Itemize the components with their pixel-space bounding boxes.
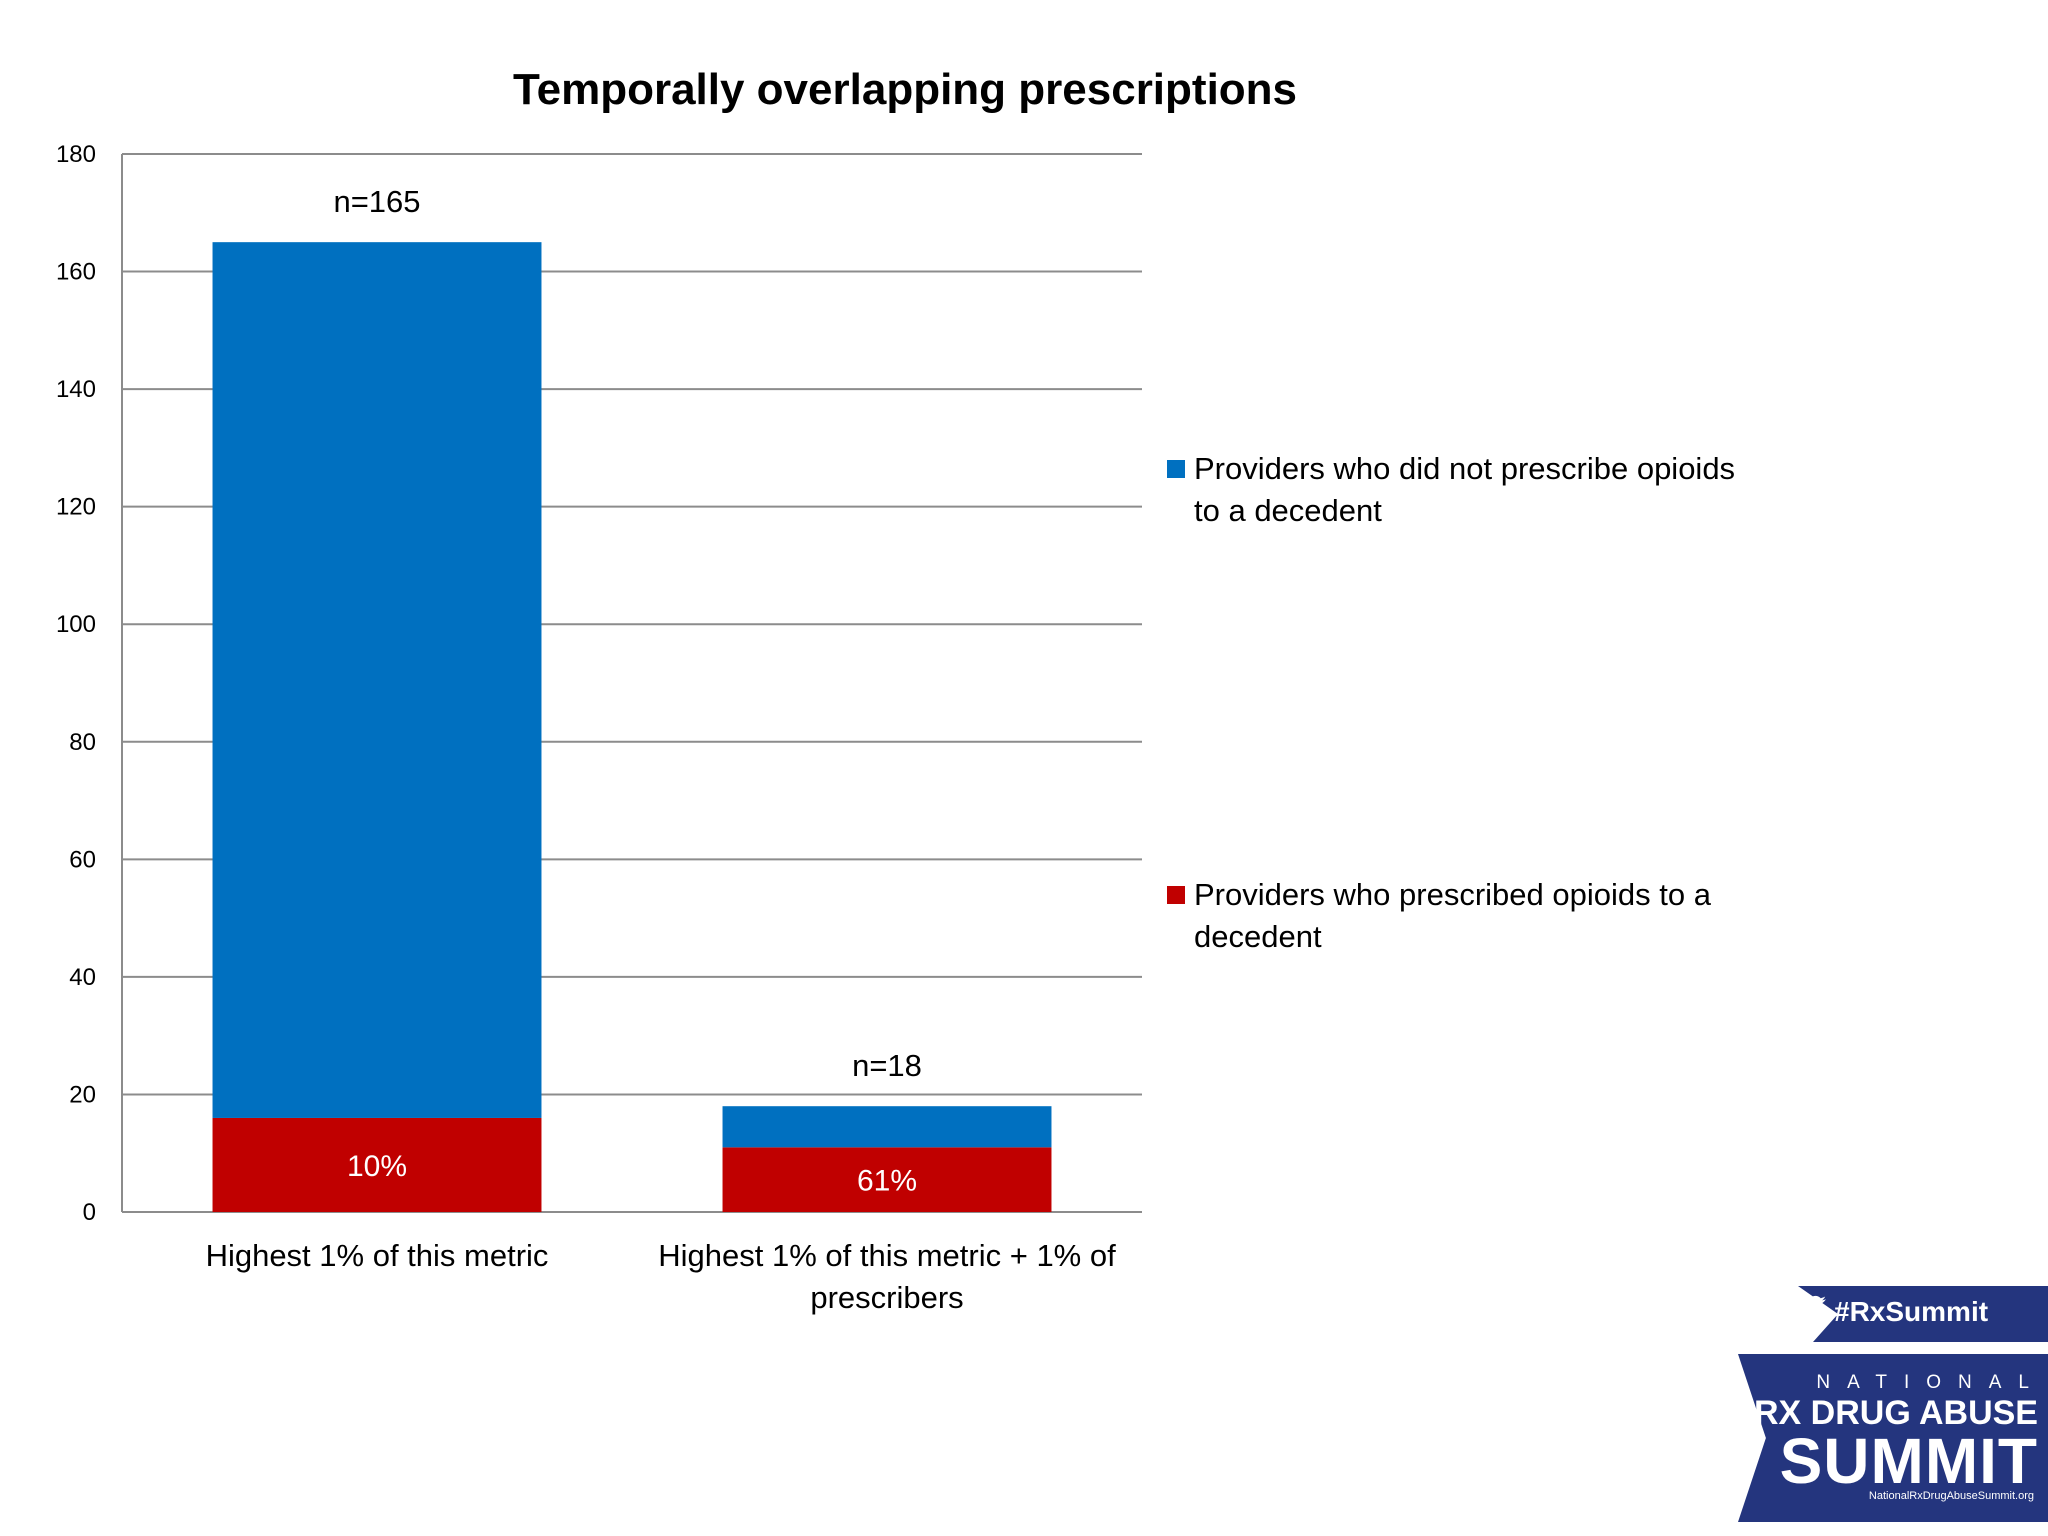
total-n-label: n=165 <box>333 184 420 219</box>
logo-url-text: NationalRxDrugAbuseSummit.org <box>1868 1490 2034 1502</box>
summit-logo: #RxSummit NATIONAL RX DRUG ABUSE SUMMIT … <box>1738 1284 2048 1524</box>
category-label: Highest 1% of this metric <box>206 1238 549 1273</box>
y-tick-label: 20 <box>69 1081 96 1108</box>
y-tick-label: 40 <box>69 964 96 991</box>
y-tick-label: 180 <box>56 141 96 168</box>
y-tick-label: 140 <box>56 376 96 403</box>
legend-swatch <box>1167 886 1185 904</box>
y-tick-label: 60 <box>69 846 96 873</box>
hashtag-text: #RxSummit <box>1834 1296 1989 1327</box>
bars <box>212 242 1052 1212</box>
y-tick-label: 100 <box>56 611 96 638</box>
percent-data-label: 10% <box>347 1150 407 1183</box>
y-axis-ticks: 0 20 40 60 80 100 120 140 160 180 <box>56 141 96 1226</box>
y-tick-label: 0 <box>83 1199 96 1226</box>
bar-segment-not-prescribed <box>212 242 542 1118</box>
y-tick-label: 120 <box>56 494 96 521</box>
total-n-label: n=18 <box>852 1048 922 1083</box>
y-tick-label: 80 <box>69 729 96 756</box>
legend-label: Providers who prescribed opioids to a dec… <box>1194 877 1712 954</box>
category-label-line: Highest 1% of this metric <box>206 1238 549 1273</box>
legend-label-line: Providers who did not prescribe opioids <box>1194 451 1735 486</box>
legend-label-line: Providers who prescribed opioids to a <box>1194 877 1712 912</box>
legend-swatch <box>1167 460 1185 478</box>
legend: Providers who did not prescribe opioids t… <box>1167 451 1735 954</box>
legend-label: Providers who did not prescribe opioids t… <box>1194 451 1735 528</box>
category-label: Highest 1% of this metric + 1% of prescri… <box>658 1238 1116 1315</box>
legend-label-line: to a decedent <box>1194 493 1382 528</box>
legend-label-line: decedent <box>1194 919 1322 954</box>
data-labels: 10% n=165 61% n=18 <box>333 184 921 1198</box>
category-label-line: Highest 1% of this metric + 1% of <box>658 1238 1116 1273</box>
summit-badge <box>1738 1354 2048 1522</box>
chart-title: Temporally overlapping prescriptions <box>513 65 1297 114</box>
percent-data-label: 61% <box>857 1165 917 1198</box>
twitter-bird-icon <box>1792 1295 1826 1324</box>
y-tick-label: 160 <box>56 259 96 286</box>
logo-rx-text: RX DRUG ABUSE <box>1754 1394 2038 1432</box>
category-labels: Highest 1% of this metric Highest 1% of t… <box>206 1238 1117 1315</box>
bar-segment-prescribed <box>212 1117 542 1212</box>
bar-segment-prescribed <box>722 1147 1052 1212</box>
logo-summit-text: SUMMIT <box>1779 1425 2038 1497</box>
logo-national-text: NATIONAL <box>1816 1372 2046 1393</box>
category-label-line: prescribers <box>810 1280 963 1315</box>
hashtag-banner <box>1798 1286 2048 1342</box>
bar-segment-not-prescribed <box>722 1106 1052 1148</box>
